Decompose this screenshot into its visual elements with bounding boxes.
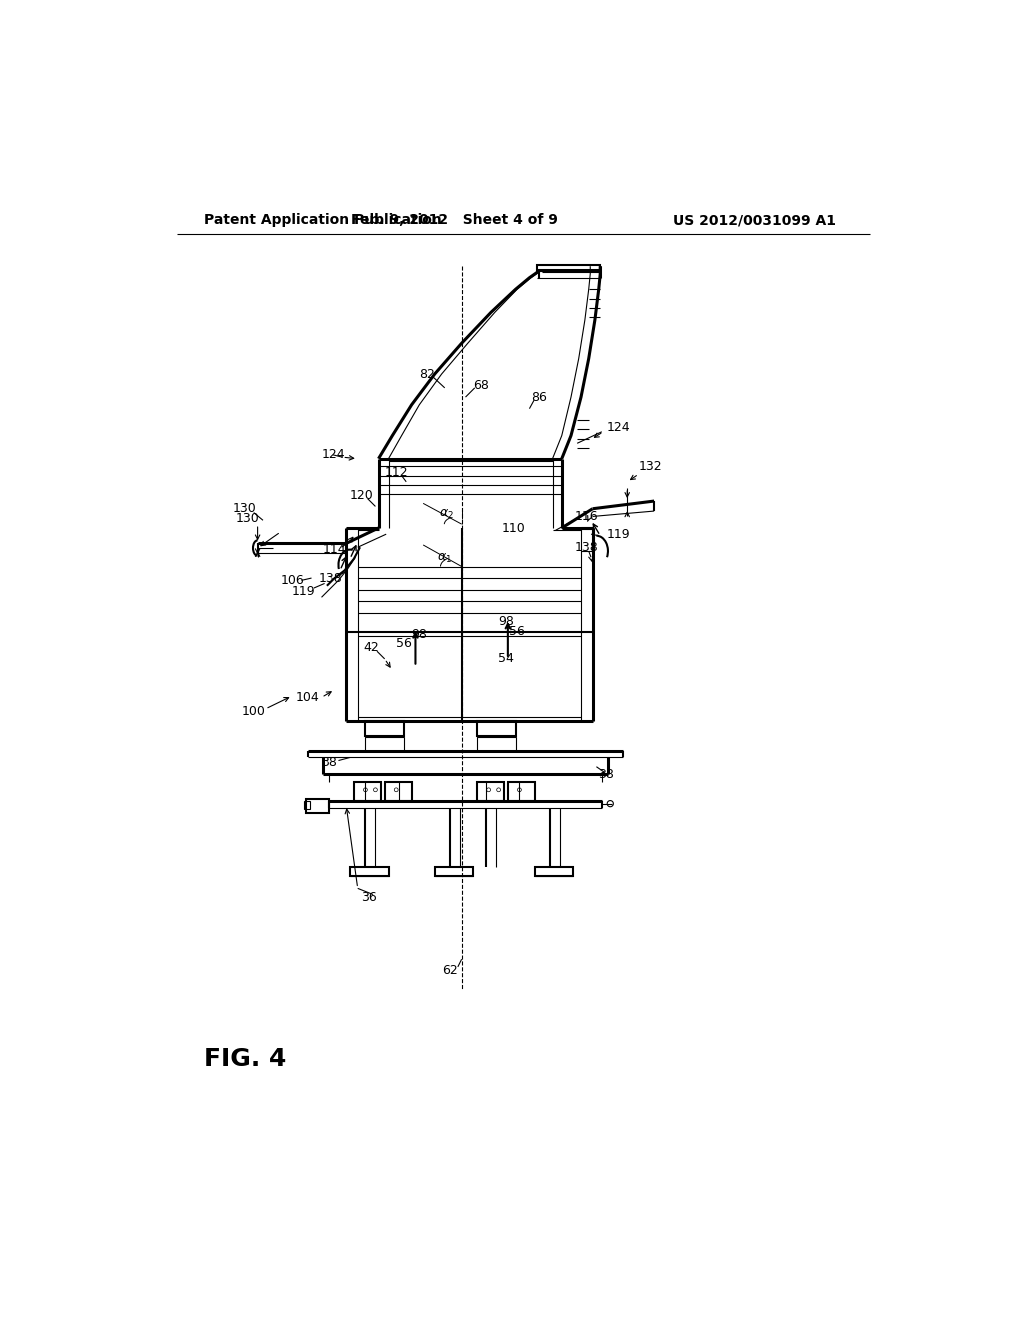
Bar — [354, 781, 381, 801]
Text: 112: 112 — [384, 466, 408, 479]
Text: $\alpha_1$: $\alpha_1$ — [437, 552, 453, 565]
Text: 110: 110 — [502, 521, 526, 535]
Bar — [477, 781, 504, 801]
Text: 114: 114 — [323, 543, 346, 556]
Text: 86: 86 — [530, 391, 547, 404]
Text: $\alpha_2$: $\alpha_2$ — [439, 508, 454, 520]
Text: 82: 82 — [419, 367, 435, 380]
Bar — [435, 867, 473, 876]
Text: 100: 100 — [242, 705, 265, 718]
Text: 104: 104 — [296, 690, 319, 704]
Text: Patent Application Publication: Patent Application Publication — [204, 213, 441, 227]
Text: 106: 106 — [281, 574, 304, 587]
Bar — [538, 264, 600, 271]
Text: 120: 120 — [349, 490, 374, 502]
Text: 132: 132 — [639, 459, 663, 473]
Text: 124: 124 — [322, 449, 345, 462]
Text: 138: 138 — [318, 572, 343, 585]
Bar — [306, 799, 330, 813]
Bar — [385, 781, 412, 801]
Text: 130: 130 — [236, 512, 259, 525]
Text: 56: 56 — [509, 626, 525, 639]
Text: 119: 119 — [292, 585, 315, 598]
Text: 138: 138 — [574, 541, 598, 554]
Bar — [366, 721, 403, 737]
Text: 98: 98 — [412, 628, 427, 640]
Text: 54: 54 — [499, 652, 514, 665]
Bar — [304, 801, 310, 809]
Text: 62: 62 — [442, 964, 458, 977]
Text: 130: 130 — [232, 502, 256, 515]
Text: 116: 116 — [574, 510, 598, 523]
Text: 38: 38 — [598, 768, 614, 781]
Text: 56: 56 — [396, 638, 412, 649]
Bar — [350, 867, 388, 876]
Text: Feb. 9, 2012   Sheet 4 of 9: Feb. 9, 2012 Sheet 4 of 9 — [350, 213, 557, 227]
Text: 68: 68 — [473, 379, 488, 392]
Text: 38: 38 — [322, 756, 337, 770]
Text: US 2012/0031099 A1: US 2012/0031099 A1 — [673, 213, 836, 227]
Text: 124: 124 — [606, 421, 630, 434]
Text: 98: 98 — [499, 615, 514, 628]
Bar — [366, 738, 403, 751]
Text: 42: 42 — [362, 640, 379, 653]
Text: 119: 119 — [606, 528, 630, 541]
Bar — [535, 867, 573, 876]
Bar — [508, 781, 535, 801]
Text: FIG. 4: FIG. 4 — [204, 1047, 286, 1072]
Bar — [477, 721, 515, 737]
Text: 36: 36 — [361, 891, 377, 904]
Bar — [477, 738, 515, 751]
